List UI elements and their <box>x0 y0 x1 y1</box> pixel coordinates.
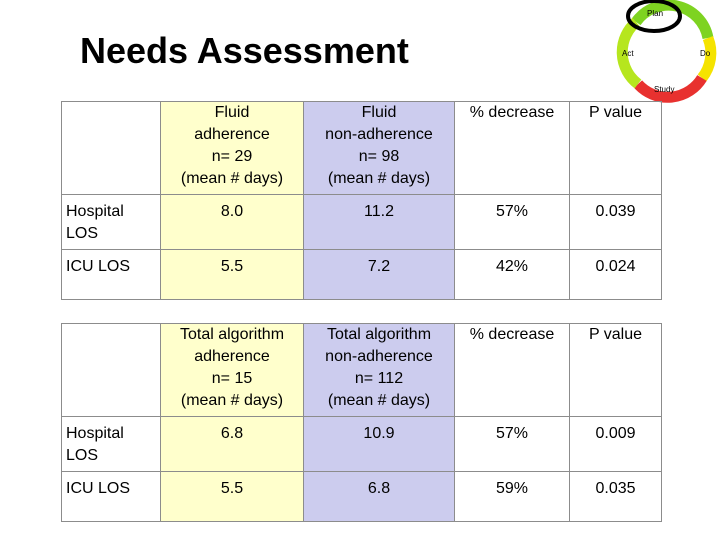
header-p-value: P value <box>569 323 662 417</box>
row-label-icu-los: ICU LOS <box>61 471 161 522</box>
logo-plan-label: Plan <box>647 9 663 18</box>
table-header-row: Fluid adherence n= 29 (mean # days) Fluid no… <box>61 101 662 195</box>
cell-p-value: 0.009 <box>569 416 662 472</box>
row-label-hospital-los: Hospital LOS <box>61 416 161 472</box>
header-empty-cell <box>61 101 161 195</box>
cell-p-value: 0.039 <box>569 194 662 250</box>
table-row: ICU LOS 5.5 6.8 59% 0.035 <box>61 471 662 522</box>
row-label-icu-los: ICU LOS <box>61 249 161 300</box>
cell-adherence: 6.8 <box>160 416 304 472</box>
page-title: Needs Assessment <box>80 30 409 71</box>
logo-act-label: Act <box>622 49 634 58</box>
cell-percent-decrease: 57% <box>454 416 570 472</box>
cell-non-adherence: 10.9 <box>303 416 455 472</box>
table-row: Hospital LOS 6.8 10.9 57% 0.009 <box>61 416 662 472</box>
cell-adherence: 5.5 <box>160 249 304 300</box>
header-percent-decrease: % decrease <box>454 101 570 195</box>
cell-p-value: 0.024 <box>569 249 662 300</box>
cell-adherence: 5.5 <box>160 471 304 522</box>
logo-study-label: Study <box>654 85 674 94</box>
table-row: Hospital LOS 8.0 11.2 57% 0.039 <box>61 194 662 250</box>
fluid-adherence-table: Fluid adherence n= 29 (mean # days) Fluid no… <box>61 101 662 300</box>
cell-percent-decrease: 42% <box>454 249 570 300</box>
cell-percent-decrease: 57% <box>454 194 570 250</box>
cell-non-adherence: 11.2 <box>303 194 455 250</box>
header-fluid-adherence: Fluid adherence n= 29 (mean # days) <box>160 101 304 195</box>
header-fluid-non-adherence: Fluid non-adherence n= 98 (mean # days) <box>303 101 455 195</box>
header-total-algorithm-non-adherence: Total algorithm non-adherence n= 112 (mean … <box>303 323 455 417</box>
table-header-row: Total algorithm adherence n= 15 (mean # day… <box>61 323 662 417</box>
header-p-value: P value <box>569 101 662 195</box>
cell-non-adherence: 6.8 <box>303 471 455 522</box>
logo-do-label: Do <box>700 49 711 58</box>
cell-non-adherence: 7.2 <box>303 249 455 300</box>
total-algorithm-adherence-table: Total algorithm adherence n= 15 (mean # day… <box>61 323 662 522</box>
cell-p-value: 0.035 <box>569 471 662 522</box>
table-row: ICU LOS 5.5 7.2 42% 0.024 <box>61 249 662 300</box>
cell-adherence: 8.0 <box>160 194 304 250</box>
header-empty-cell <box>61 323 161 417</box>
row-label-hospital-los: Hospital LOS <box>61 194 161 250</box>
header-total-algorithm-adherence: Total algorithm adherence n= 15 (mean # day… <box>160 323 304 417</box>
cell-percent-decrease: 59% <box>454 471 570 522</box>
pdsa-cycle-logo: Plan Do Study Act <box>616 0 717 103</box>
header-percent-decrease: % decrease <box>454 323 570 417</box>
